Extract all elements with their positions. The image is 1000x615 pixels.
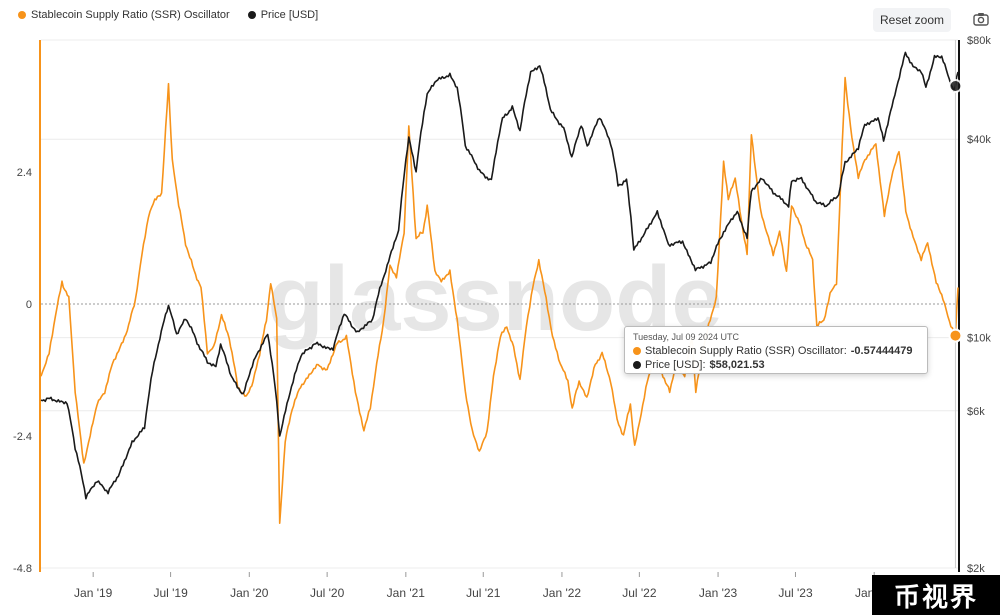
- hover-marker-price: [948, 78, 963, 93]
- tooltip-value-ssr: -0.57444479: [850, 345, 913, 357]
- tooltip-row-price: Price [USD]: $58,021.53: [633, 358, 919, 372]
- hover-markers: [948, 78, 963, 343]
- y-right-tick-label: $40k: [967, 134, 991, 146]
- x-tick-label: Jul '20: [310, 586, 345, 600]
- y-right-ticks: $80k $40k $10k $6k $2k: [967, 35, 991, 575]
- y-right-tick-label: $2k: [967, 563, 985, 575]
- x-axis-ticks: Jan '19 Jul '19 Jan '20 Jul '20 Jan '21 Jul '…: [74, 572, 894, 600]
- tooltip-date: Tuesday, Jul 09 2024 UTC: [633, 332, 740, 342]
- x-tick-label: Jul '22: [622, 586, 657, 600]
- x-tick-label: Jan '20: [230, 586, 269, 600]
- legend-dot-ssr: [18, 11, 26, 19]
- tooltip-value-price: $58,021.53: [709, 359, 765, 371]
- x-tick-label: Jan '23: [699, 586, 738, 600]
- legend-item-price[interactable]: Price [USD]: [247, 9, 319, 21]
- tooltip-row-ssr: Stablecoin Supply Ratio (SSR) Oscillator…: [633, 344, 919, 358]
- y-left-ticks: 2.4 0 -2.4 -4.8: [13, 167, 32, 575]
- price-series-line: [40, 51, 959, 500]
- x-tick-label: Jan '19: [74, 586, 113, 600]
- y-left-tick-label: -4.8: [13, 563, 32, 575]
- x-tick-label: Jul '21: [466, 586, 501, 600]
- y-left-tick-label: -2.4: [13, 431, 32, 443]
- camera-icon[interactable]: [973, 12, 989, 26]
- chart-legend: Stablecoin Supply Ratio (SSR) Oscillator…: [18, 9, 318, 21]
- y-left-tick-label: 2.4: [17, 167, 32, 179]
- x-tick-label: Jul '23: [778, 586, 813, 600]
- x-tick-label: Jan '21: [387, 586, 426, 600]
- legend-label-price: Price [USD]: [260, 9, 319, 21]
- x-tick-label: Jan '22: [543, 586, 582, 600]
- y-left-tick-label: 0: [26, 299, 32, 311]
- tooltip-dot-price: [633, 361, 641, 369]
- legend-label-ssr: Stablecoin Supply Ratio (SSR) Oscillator: [31, 9, 230, 21]
- x-tick-label: Jul '19: [153, 586, 188, 600]
- y-right-tick-label: $80k: [967, 35, 991, 47]
- reset-zoom-button[interactable]: Reset zoom: [873, 8, 951, 32]
- y-right-tick-label: $10k: [967, 333, 991, 345]
- tooltip-label-price: Price [USD]:: [645, 359, 706, 371]
- y-right-tick-label: $6k: [967, 406, 985, 418]
- legend-item-ssr[interactable]: Stablecoin Supply Ratio (SSR) Oscillator: [18, 9, 230, 21]
- site-badge: 币视界: [872, 575, 1000, 615]
- chart-tooltip: Tuesday, Jul 09 2024 UTC Stablecoin Supp…: [624, 326, 928, 374]
- ssr-series-line: [40, 76, 959, 524]
- legend-dot-price: [247, 11, 256, 19]
- hover-marker-ssr: [948, 328, 963, 343]
- tooltip-label-ssr: Stablecoin Supply Ratio (SSR) Oscillator…: [645, 345, 847, 357]
- tooltip-dot-ssr: [633, 347, 641, 355]
